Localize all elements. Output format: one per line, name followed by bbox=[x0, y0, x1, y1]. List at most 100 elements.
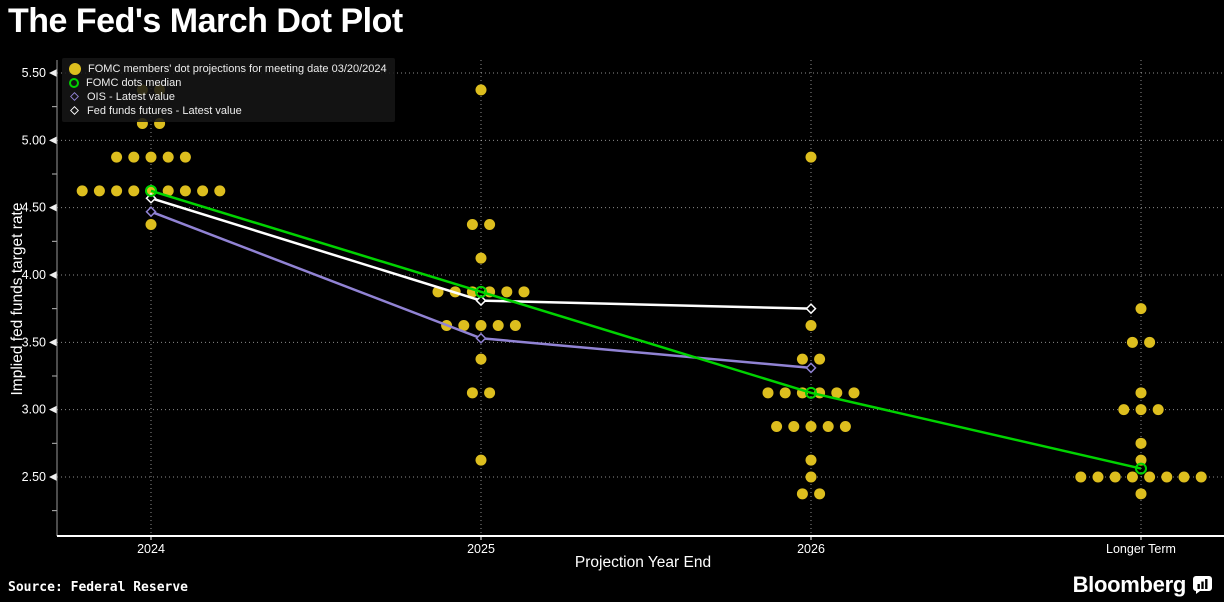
fomc-dot bbox=[1144, 471, 1156, 483]
yellow-dot-icon bbox=[69, 62, 81, 75]
y-tick-label: 2.50 bbox=[22, 470, 46, 484]
fomc-dot bbox=[466, 387, 478, 399]
fomc-dot bbox=[805, 319, 817, 331]
green-circle-icon bbox=[69, 77, 79, 88]
y-tick-arrow-icon bbox=[49, 136, 57, 145]
fomc-dot bbox=[1109, 471, 1121, 483]
fomc-dot bbox=[1126, 471, 1138, 483]
fomc-dot bbox=[509, 319, 521, 331]
diamond-marker-icon bbox=[475, 332, 487, 344]
fomc-dot bbox=[822, 420, 834, 432]
y-tick-label: 5.50 bbox=[22, 66, 46, 80]
fomc-dot bbox=[128, 151, 140, 163]
fomc-dot bbox=[779, 387, 791, 399]
fomc-dot bbox=[145, 218, 157, 230]
y-tick-arrow-icon bbox=[49, 338, 57, 347]
fomc-dot bbox=[475, 319, 487, 331]
y-axis-title: Implied fed funds target rate bbox=[9, 202, 26, 396]
fomc-dot bbox=[796, 488, 808, 500]
chart-legend: FOMC members' dot projections for meetin… bbox=[62, 58, 395, 122]
fomc-dot bbox=[1178, 471, 1190, 483]
y-tick-arrow-icon bbox=[49, 472, 57, 481]
fomc-dot bbox=[179, 185, 191, 197]
fomc-dot bbox=[1135, 404, 1147, 416]
fomc-dot bbox=[1075, 471, 1087, 483]
bloomberg-terminal-icon bbox=[1193, 576, 1212, 594]
x-tick-label: 2024 bbox=[137, 542, 165, 556]
fomc-dot bbox=[492, 319, 504, 331]
fomc-dot bbox=[1135, 303, 1147, 315]
x-tick-label: Longer Term bbox=[1106, 542, 1176, 556]
diamond-marker-icon bbox=[475, 295, 487, 307]
fomc-dot bbox=[111, 151, 123, 163]
fomc-dot bbox=[93, 185, 105, 197]
y-tick-arrow-icon bbox=[49, 405, 57, 414]
y-tick-label: 5.00 bbox=[22, 133, 46, 147]
white-diamond-icon bbox=[70, 106, 79, 115]
fomc-dot bbox=[475, 454, 487, 466]
fomc-dot bbox=[458, 319, 470, 331]
fomc-dot bbox=[145, 151, 157, 163]
fomc-dot bbox=[1135, 387, 1147, 399]
fomc-dot bbox=[162, 185, 174, 197]
fomc-dot bbox=[1135, 437, 1147, 449]
fomc-dot bbox=[1161, 471, 1173, 483]
legend-item-fomc-median: FOMC dots median bbox=[69, 76, 387, 89]
series-line bbox=[150, 189, 1142, 470]
legend-item-fed-funds-futures: Fed funds futures - Latest value bbox=[69, 104, 387, 117]
fomc-dot bbox=[848, 387, 860, 399]
fomc-dot bbox=[814, 488, 826, 500]
median-marker-icon bbox=[805, 386, 817, 399]
fomc-dot bbox=[466, 218, 478, 230]
y-tick-label: 4.50 bbox=[22, 201, 46, 215]
y-tick-arrow-icon bbox=[49, 203, 57, 212]
fomc-dot bbox=[839, 420, 851, 432]
diamond-marker-icon bbox=[805, 303, 817, 315]
y-tick-label: 3.50 bbox=[22, 335, 46, 349]
fomc-dot bbox=[475, 353, 487, 365]
fomc-dot bbox=[1152, 404, 1164, 416]
fomc-dot bbox=[76, 185, 88, 197]
x-tick-label: 2026 bbox=[797, 542, 825, 556]
legend-label: FOMC dots median bbox=[86, 76, 182, 89]
fomc-dot bbox=[501, 286, 513, 298]
fomc-dot bbox=[805, 420, 817, 432]
y-tick-label: 4.00 bbox=[22, 268, 46, 282]
fomc-dot bbox=[179, 151, 191, 163]
fomc-dot bbox=[475, 252, 487, 264]
fomc-dot bbox=[762, 387, 774, 399]
fomc-dot bbox=[475, 84, 487, 96]
diamond-marker-icon bbox=[145, 206, 157, 218]
median-marker-icon bbox=[1135, 462, 1147, 475]
fomc-dot bbox=[197, 185, 209, 197]
fomc-dot bbox=[484, 387, 496, 399]
fomc-dot bbox=[814, 353, 826, 365]
fomc-dot bbox=[1144, 336, 1156, 348]
bloomberg-wordmark: Bloomberg bbox=[1072, 572, 1187, 597]
purple-diamond-icon bbox=[70, 92, 79, 101]
fomc-dot bbox=[111, 185, 123, 197]
fomc-dot bbox=[831, 387, 843, 399]
legend-label: OIS - Latest value bbox=[87, 90, 176, 103]
fomc-dot bbox=[518, 286, 530, 298]
y-tick-arrow-icon bbox=[49, 270, 57, 279]
source-credit: Source: Federal Reserve bbox=[8, 580, 189, 595]
fomc-dot bbox=[162, 151, 174, 163]
bloomberg-logo: Bloomberg bbox=[1073, 572, 1212, 598]
fomc-dot bbox=[214, 185, 226, 197]
fomc-dot bbox=[1195, 471, 1207, 483]
fomc-dot bbox=[1135, 488, 1147, 500]
median-marker-icon bbox=[145, 184, 157, 197]
fomc-dot bbox=[128, 185, 140, 197]
legend-label: FOMC members' dot projections for meetin… bbox=[88, 62, 387, 75]
fomc-dot bbox=[771, 420, 783, 432]
page-title: The Fed's March Dot Plot bbox=[8, 2, 403, 40]
legend-label: Fed funds futures - Latest value bbox=[87, 104, 242, 117]
y-tick-label: 3.00 bbox=[22, 403, 46, 417]
fomc-dot bbox=[1118, 404, 1130, 416]
fomc-dot bbox=[805, 454, 817, 466]
legend-item-fomc-dots: FOMC members' dot projections for meetin… bbox=[69, 62, 387, 75]
fomc-dot bbox=[1126, 336, 1138, 348]
